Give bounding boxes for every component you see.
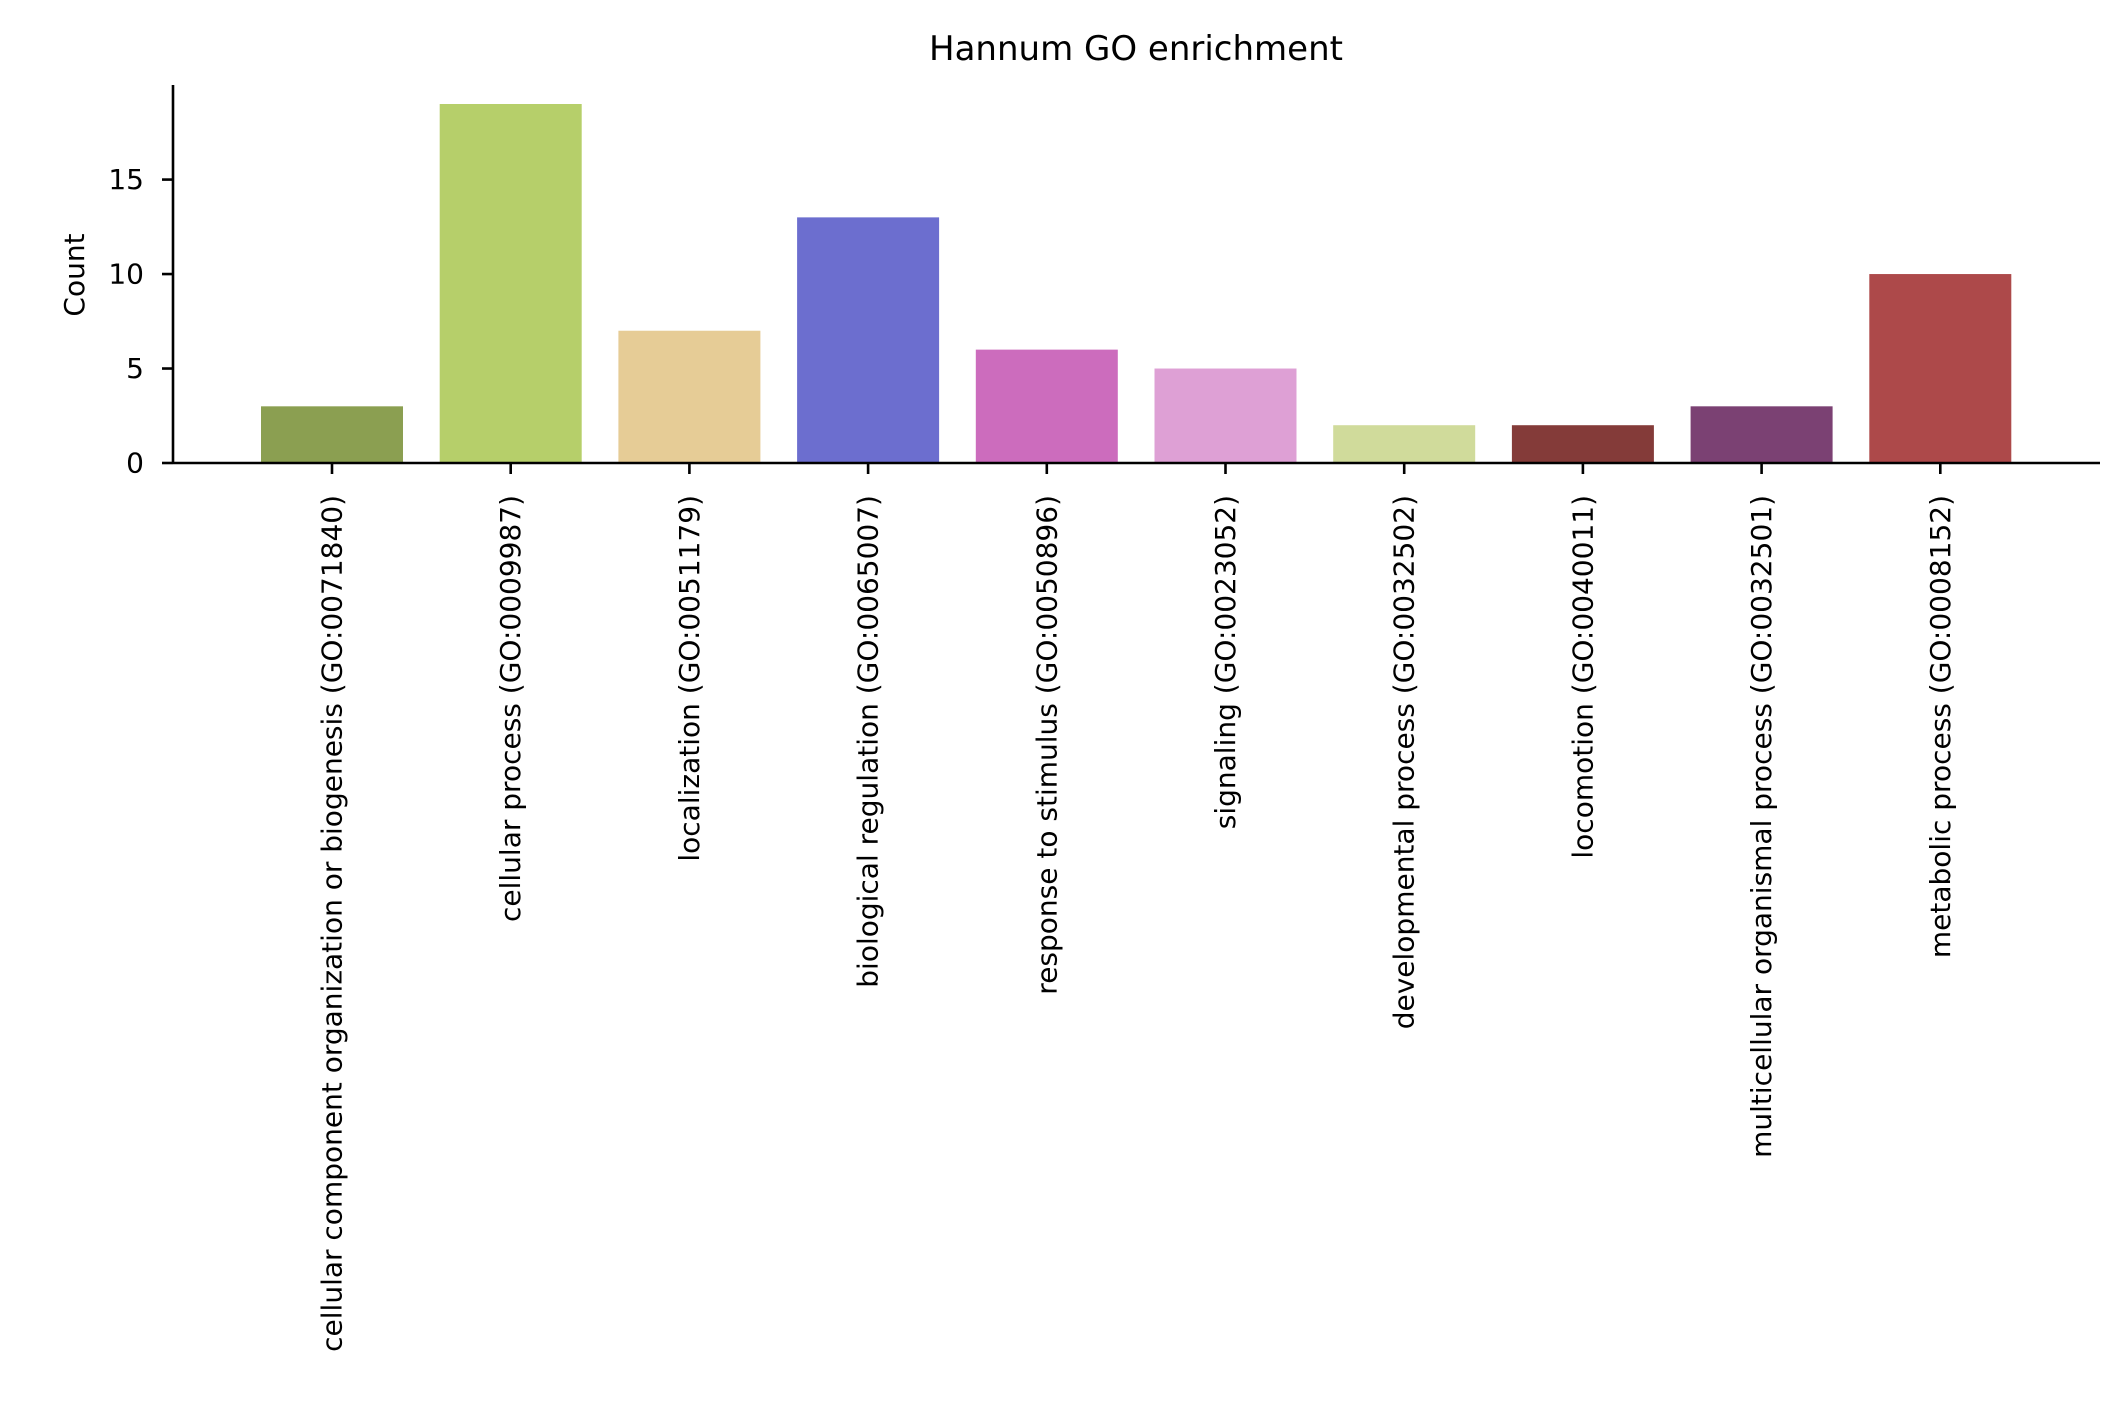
x-tick-label-8: multicellular organismal process (GO:003… (1745, 495, 1778, 1158)
x-ticks-group: cellular component organization or bioge… (316, 463, 1957, 1352)
x-tick-label-4: response to stimulus (GO:0050896) (1030, 495, 1063, 995)
y-tick-label-0: 0 (126, 447, 144, 480)
x-tick-label-5: signaling (GO:0023052) (1209, 495, 1242, 829)
x-tick-label-2: localization (GO:0051179) (673, 495, 706, 862)
bar-8 (1690, 406, 1833, 463)
bar-1 (439, 104, 582, 463)
y-axis-label: Count (58, 233, 91, 316)
x-tick-label-0: cellular component organization or bioge… (316, 495, 349, 1352)
x-tick-label-6: developmental process (GO:0032502) (1388, 495, 1421, 1029)
x-tick-label-1: cellular process (GO:0009987) (494, 495, 527, 922)
y-ticks-group: 0 5 10 15 (108, 163, 173, 480)
y-tick-label-3: 15 (108, 163, 144, 196)
bar-2 (618, 330, 761, 463)
bar-9 (1869, 274, 2012, 463)
bar-6 (1333, 425, 1476, 463)
bar-5 (1154, 368, 1297, 463)
y-tick-label-1: 5 (126, 352, 144, 385)
bar-3 (797, 217, 940, 463)
x-tick-label-7: locomotion (GO:0040011) (1566, 495, 1599, 859)
bar-0 (261, 406, 403, 463)
chart-title: Hannum GO enrichment (929, 29, 1343, 69)
y-tick-label-2: 10 (108, 258, 144, 291)
x-tick-label-9: metabolic process (GO:0008152) (1924, 495, 1957, 958)
bar-7 (1511, 425, 1654, 463)
bars-group (261, 104, 2012, 463)
x-tick-label-3: biological regulation (GO:0065007) (852, 495, 885, 988)
bar-4 (975, 349, 1118, 463)
